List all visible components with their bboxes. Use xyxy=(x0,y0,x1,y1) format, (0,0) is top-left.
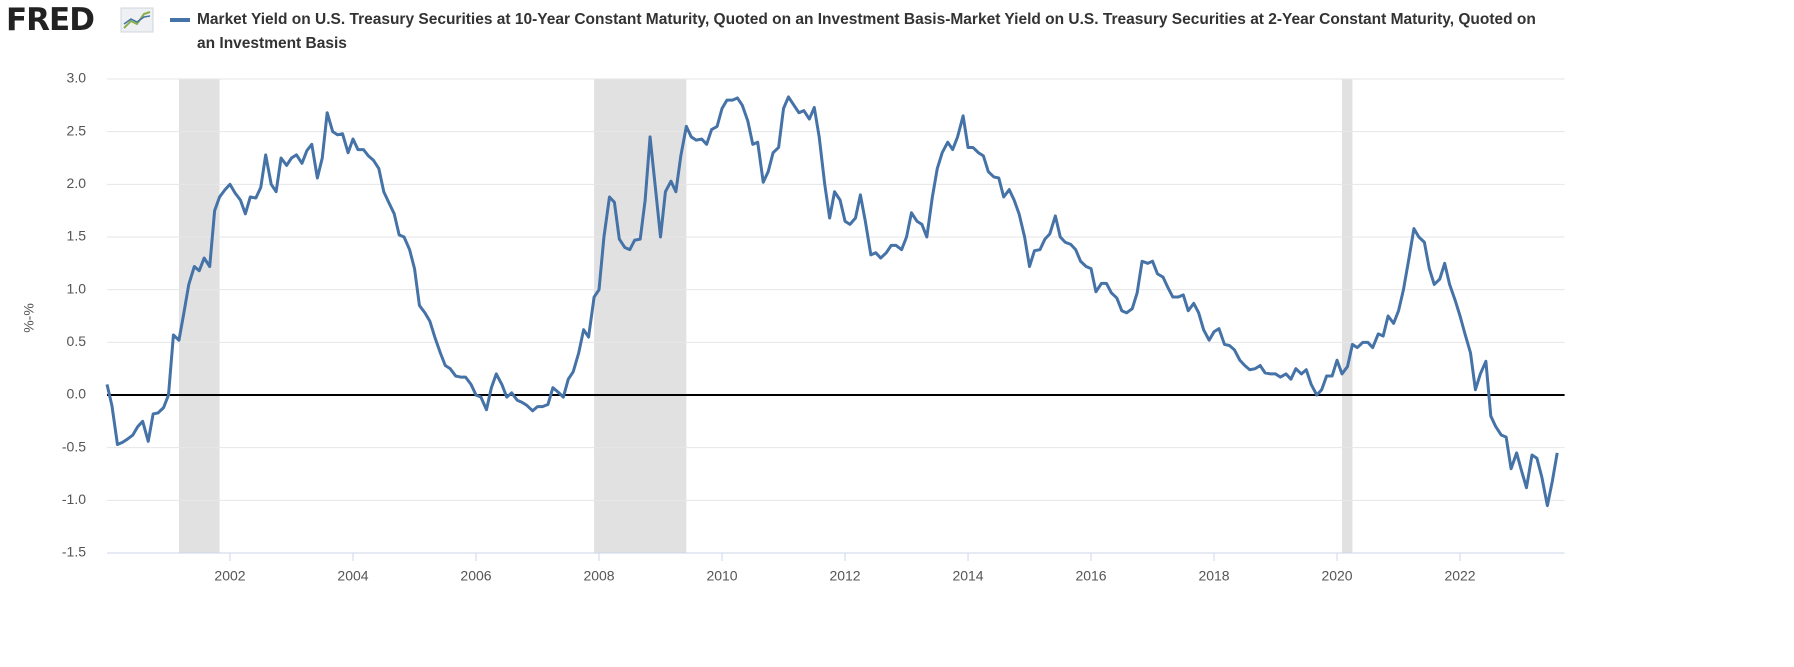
logo: FRED xyxy=(6,2,95,38)
x-tick-label: 2022 xyxy=(1444,568,1475,584)
series-line xyxy=(105,95,1559,508)
recession-band xyxy=(178,79,220,553)
y-tick-label: 2.0 xyxy=(67,175,87,191)
y-tick-label: 1.5 xyxy=(67,228,87,244)
x-tick-label: 2014 xyxy=(952,568,983,584)
y-axis-label: %-% xyxy=(21,303,37,333)
y-tick-label: -1.0 xyxy=(62,491,86,507)
y-tick-label: 0.5 xyxy=(67,333,87,349)
x-tick-label: 2020 xyxy=(1321,568,1352,584)
x-tick-label: 2002 xyxy=(214,568,245,584)
x-tick-label: 2004 xyxy=(337,568,368,584)
y-tick-label: 3.0 xyxy=(67,70,87,86)
y-tick-label: 2.5 xyxy=(67,122,87,138)
legend-title: Market Yield on U.S. Treasury Securities… xyxy=(197,11,1536,52)
x-tick-label: 2012 xyxy=(829,568,860,584)
x-tick-label: 2010 xyxy=(706,568,737,584)
recession-band xyxy=(1341,79,1353,553)
y-tick-label: -0.5 xyxy=(62,438,86,454)
y-tick-label: -1.5 xyxy=(62,544,86,560)
recession-band xyxy=(594,79,687,553)
fred-icon xyxy=(120,7,154,33)
x-tick-label: 2008 xyxy=(583,568,614,584)
y-tick-label: 0.0 xyxy=(67,386,87,402)
x-tick-label: 2006 xyxy=(460,568,491,584)
x-tick-label: 2018 xyxy=(1198,568,1229,584)
y-tick-label: 1.0 xyxy=(67,280,87,296)
x-tick-label: 2016 xyxy=(1075,568,1106,584)
